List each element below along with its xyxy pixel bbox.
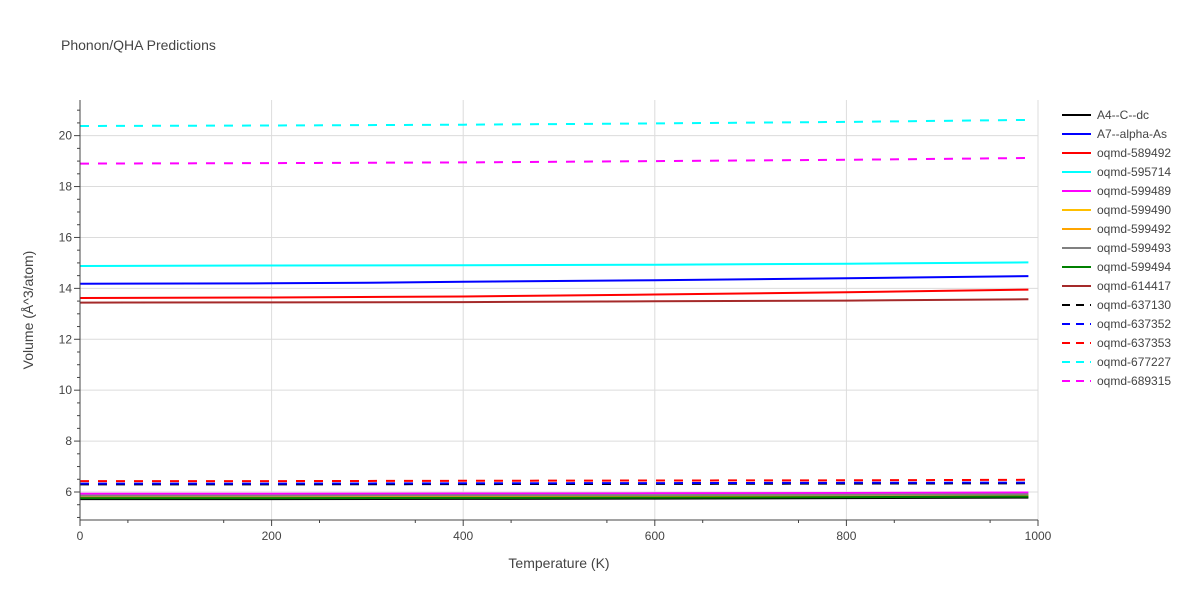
legend-label: oqmd-599490	[1097, 203, 1171, 217]
legend-label: oqmd-637130	[1097, 298, 1171, 312]
series-lines	[79, 118, 1029, 501]
legend-label: oqmd-599492	[1097, 222, 1171, 236]
x-tick-label: 400	[453, 529, 473, 543]
series-line-A7--alpha-As	[79, 275, 1029, 285]
legend-item[interactable]: oqmd-637130	[1062, 298, 1171, 312]
gridlines	[80, 100, 1039, 520]
y-tick-label: 14	[59, 281, 73, 295]
legend-label: oqmd-599489	[1097, 184, 1171, 198]
legend-label: A7--alpha-As	[1097, 127, 1167, 141]
legend-item[interactable]: A4--C--dc	[1062, 108, 1149, 122]
legend-label: oqmd-677227	[1097, 355, 1171, 369]
y-tick-label: 12	[59, 332, 73, 346]
x-tick-label: 200	[262, 529, 282, 543]
chart-title: Phonon/QHA Predictions	[61, 37, 216, 53]
series-line-oqmd-637353	[80, 478, 1029, 483]
series-line-oqmd-637352	[80, 481, 1029, 485]
series-line-oqmd-589492	[79, 288, 1029, 299]
legend-item[interactable]: oqmd-637352	[1062, 317, 1171, 331]
x-tick-label: 800	[836, 529, 856, 543]
y-axis-title: Volume (Å^3/atom)	[20, 251, 36, 370]
legend-label: oqmd-637353	[1097, 336, 1171, 350]
series-line-oqmd-677227	[79, 118, 1029, 127]
legend-label: oqmd-614417	[1097, 279, 1171, 293]
y-tick-label: 16	[59, 230, 73, 244]
legend-item[interactable]: oqmd-599489	[1062, 184, 1171, 198]
y-tick-label: 8	[65, 434, 72, 448]
legend-label: oqmd-599493	[1097, 241, 1171, 255]
legend-label: oqmd-595714	[1097, 165, 1171, 179]
legend-item[interactable]: oqmd-595714	[1062, 165, 1171, 179]
legend-item[interactable]: oqmd-599492	[1062, 222, 1171, 236]
y-tick-label: 20	[59, 129, 73, 143]
legend-item[interactable]: oqmd-589492	[1062, 146, 1171, 160]
series-line-oqmd-614417	[79, 298, 1029, 304]
legend-item[interactable]: oqmd-599490	[1062, 203, 1171, 217]
legend-label: oqmd-689315	[1097, 374, 1171, 388]
y-tick-label: 6	[65, 485, 72, 499]
legend-label: A4--C--dc	[1097, 108, 1149, 122]
x-tick-label: 0	[77, 529, 84, 543]
y-tick-label: 10	[59, 383, 73, 397]
series-line-oqmd-599494	[80, 495, 1029, 500]
x-tick-label: 1000	[1025, 529, 1052, 543]
legend-item[interactable]: oqmd-599493	[1062, 241, 1171, 255]
x-axis-title: Temperature (K)	[508, 555, 609, 571]
legend-item[interactable]: oqmd-614417	[1062, 279, 1171, 293]
legend-item[interactable]: oqmd-689315	[1062, 374, 1171, 388]
legend-item[interactable]: A7--alpha-As	[1062, 127, 1167, 141]
series-line-oqmd-599493	[80, 493, 1029, 497]
y-axis-ticks: 6 8 10 12 14 16 18 20	[59, 109, 80, 518]
legend: A4--C--dc A7--alpha-As oqmd-589492 oqmd-595…	[1062, 108, 1171, 388]
series-line-oqmd-595714	[79, 261, 1029, 267]
y-tick-label: 18	[59, 180, 73, 194]
series-line-oqmd-599489	[80, 491, 1029, 495]
legend-label: oqmd-599494	[1097, 260, 1171, 274]
axes	[79, 100, 1038, 521]
legend-item[interactable]: oqmd-599494	[1062, 260, 1171, 274]
legend-label: oqmd-637352	[1097, 317, 1171, 331]
series-line-oqmd-689315	[79, 157, 1029, 165]
legend-label: oqmd-589492	[1097, 146, 1171, 160]
legend-item[interactable]: oqmd-637353	[1062, 336, 1171, 350]
x-tick-label: 600	[645, 529, 665, 543]
x-axis-ticks: 0 200 400 600 800 1000	[77, 520, 1052, 543]
legend-item[interactable]: oqmd-677227	[1062, 355, 1171, 369]
